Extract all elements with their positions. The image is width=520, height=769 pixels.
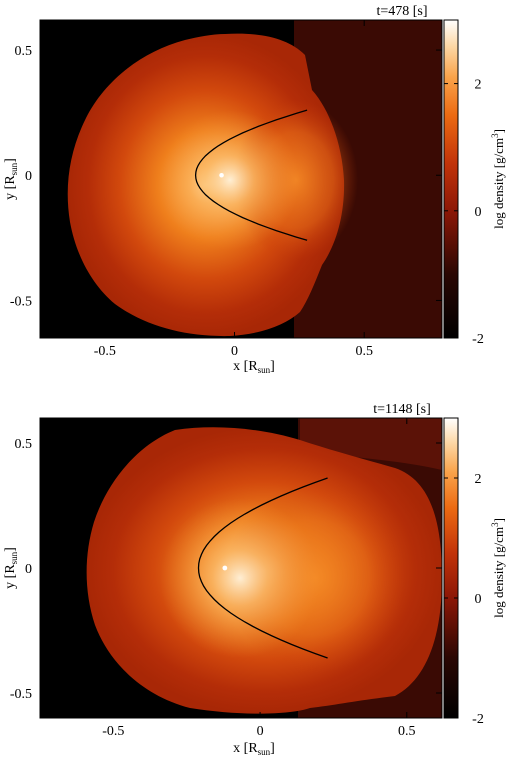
colorbar-scale <box>443 19 459 339</box>
x-tick-label: -0.5 <box>94 344 116 359</box>
x-tick-label: 0.5 <box>398 724 416 739</box>
colorbar-tick-label: -2 <box>472 712 484 727</box>
outflow-lobe <box>300 418 442 470</box>
core-glow <box>160 110 300 250</box>
time-label: t=478 [s] <box>376 4 427 19</box>
bow-curve <box>197 477 328 659</box>
y-axis-title: y [Rsun] <box>3 158 19 200</box>
colorbar-ticks: 2 0 -2 <box>444 472 484 727</box>
y-tick-label: 0 <box>25 169 32 184</box>
colorbar-tick-label: 0 <box>475 592 482 607</box>
x-axis: -0.5 0 0.5 <box>94 20 373 359</box>
panel-bottom: t=1148 [s] -0.5 0 0.5 0.5 0 -0.5 x [Rsun] y … <box>3 402 506 757</box>
x-axis-title: x [Rsun] <box>233 359 275 375</box>
x-axis: -0.5 0 0.5 <box>102 418 416 739</box>
time-label: t=1148 [s] <box>373 402 431 417</box>
colorbar-tick-label: 0 <box>475 205 482 220</box>
x-axis-title: x [Rsun] <box>233 741 275 757</box>
y-axis: 0.5 0 -0.5 <box>10 437 442 702</box>
colorbar: 2 0 -2 log density [g/cm3] <box>443 417 506 727</box>
density-map <box>39 417 443 719</box>
colorbar-title: log density [g/cm3] <box>490 129 506 229</box>
star <box>219 172 224 178</box>
x-tick-label: 0 <box>257 724 264 739</box>
y-axis: 0.5 0 -0.5 <box>10 44 442 309</box>
y-tick-label: -0.5 <box>10 687 32 702</box>
colorbar-tick-label: -2 <box>472 332 484 347</box>
y-tick-label: 0 <box>25 562 32 577</box>
colorbar-title: log density [g/cm3] <box>490 518 506 618</box>
colorbar-tick-label: 2 <box>475 472 482 487</box>
colorbar-tick-label: 2 <box>475 78 482 93</box>
colorbar: 2 0 -2 log density [g/cm3] <box>443 19 506 347</box>
core-glow <box>160 498 320 658</box>
bow-curve <box>194 109 308 241</box>
star <box>222 565 228 571</box>
map-frame <box>39 19 443 339</box>
y-axis-title: y [Rsun] <box>3 547 19 589</box>
colorbar-ticks: 2 0 -2 <box>444 78 484 347</box>
x-tick-label: 0 <box>231 344 238 359</box>
x-tick-label: 0.5 <box>355 344 373 359</box>
x-tick-label: -0.5 <box>102 724 124 739</box>
panel-top: t=478 [s] -0.5 0 0.5 0.5 0 -0.5 x [Rsun] y [… <box>3 4 506 375</box>
y-tick-label: 0.5 <box>15 437 33 452</box>
colorbar-scale <box>443 417 459 719</box>
density-map <box>39 19 443 339</box>
y-tick-label: -0.5 <box>10 294 32 309</box>
y-tick-label: 0.5 <box>15 44 33 59</box>
